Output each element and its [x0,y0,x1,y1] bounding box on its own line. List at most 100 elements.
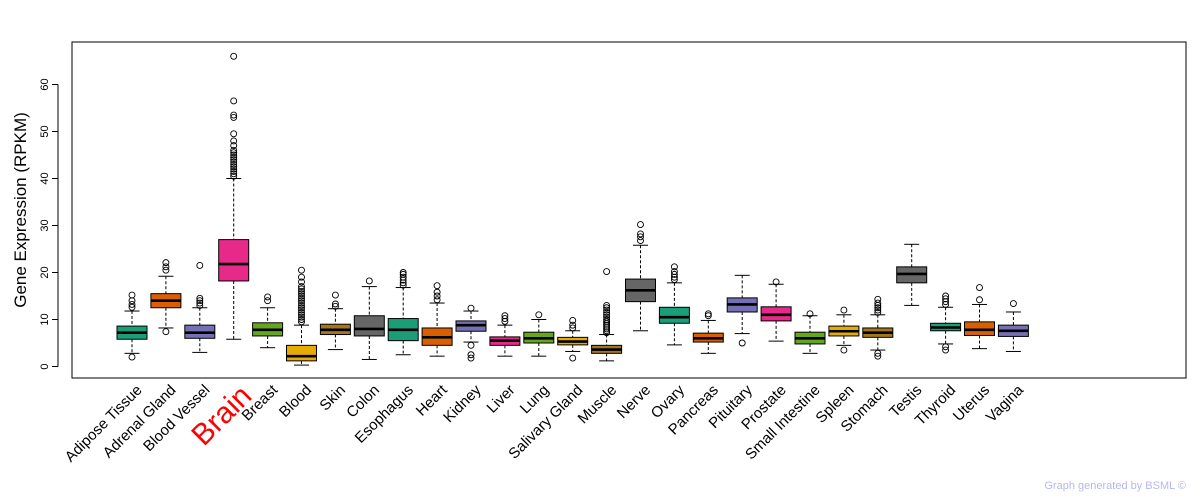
outlier-point [399,270,407,278]
outlier-point [196,299,204,307]
outlier-point [874,295,882,303]
box-liver [489,312,521,357]
outlier-point [399,281,407,289]
x-category-label: Muscle [575,382,621,428]
outlier-point [264,297,272,305]
y-tick-label: 60 [39,78,51,90]
outlier-point [230,163,238,171]
outlier-point [162,259,170,267]
iqr-box [353,315,385,337]
y-tick-label: 30 [39,219,51,231]
outlier-point [433,282,441,290]
box-nerve [625,221,656,332]
outlier-point [298,283,305,291]
box-thyroid [930,292,962,354]
outlier-point [569,321,577,329]
outlier-point [230,165,238,173]
outlier-point [230,158,238,166]
box-esophagus [387,269,419,356]
outlier-point [942,295,950,303]
box-pituitary [726,274,758,347]
y-tick-label: 50 [39,125,51,137]
box-kidney [455,304,487,362]
outlier-point [433,296,441,304]
outlier-point [298,287,305,295]
outlier-point [976,296,983,304]
x-category-label: Nerve [614,382,654,422]
outlier-point [298,301,305,309]
outlier-point [298,318,305,326]
outlier-point [670,276,678,283]
outlier-point [874,349,882,357]
outlier-point [162,266,170,274]
x-category-label: Liver [484,382,519,417]
outlier-point [840,306,848,314]
outlier-point [738,339,746,347]
box-stomach [862,295,894,360]
outlier-point [976,284,983,291]
outlier-point [874,299,882,307]
outlier-point [670,263,678,271]
outlier-point [230,137,238,145]
box-heart [421,282,453,357]
outlier-point [298,273,305,281]
x-category-label: Vagina [983,381,1028,426]
outlier-point [298,311,305,319]
outlier-point [230,130,238,138]
outlier-point [1009,300,1017,307]
box-vagina [997,300,1029,352]
outlier-point [128,297,136,305]
outlier-point [230,167,238,175]
box-small-intestine [794,310,826,354]
outlier-point [501,315,509,323]
outlier-point [331,302,339,310]
box-prostate [760,278,792,342]
outlier-point [535,311,543,319]
outlier-point [433,288,441,296]
outlier-point [298,294,305,302]
outlier-point [603,304,611,312]
outlier-point [230,170,238,178]
outlier-point [298,297,305,305]
outlier-point [467,354,475,362]
box-blood [286,266,317,366]
outlier-point [772,278,780,286]
box-muscle [591,268,623,362]
outlier-point [942,292,950,300]
outlier-point [433,292,441,300]
outlier-point [298,306,305,314]
box-adrenal-gland [150,259,182,336]
y-tick-label: 40 [39,172,51,184]
outlier-point [501,312,509,320]
outlier-point [298,304,305,312]
box-testis [896,243,928,306]
outlier-point [670,268,678,276]
outlier-point [162,328,170,336]
outlier-point [874,304,882,312]
outlier-point [637,221,644,229]
outlier-point [230,52,238,60]
outlier-point [399,269,407,276]
box-salivary-gland [557,316,589,362]
x-category-label: Kidney [440,381,485,426]
outlier-point [298,309,305,316]
credit-text: Graph generated by BSML © [1044,480,1186,492]
outlier-point [230,172,238,180]
outlier-point [128,303,136,311]
outlier-point [806,310,814,318]
outlier-point [298,266,305,274]
outlier-point [196,301,204,309]
outlier-point [128,301,136,308]
outlier-point [704,310,712,318]
outlier-point [874,309,882,316]
outlier-point [196,262,204,269]
outlier-point [603,317,611,325]
outlier-point [298,316,305,323]
box-skin [319,291,351,351]
outlier-point [603,306,611,314]
outlier-point [365,277,373,285]
outlier-point [230,97,238,105]
outlier-point [196,297,204,305]
outlier-point [942,346,950,354]
